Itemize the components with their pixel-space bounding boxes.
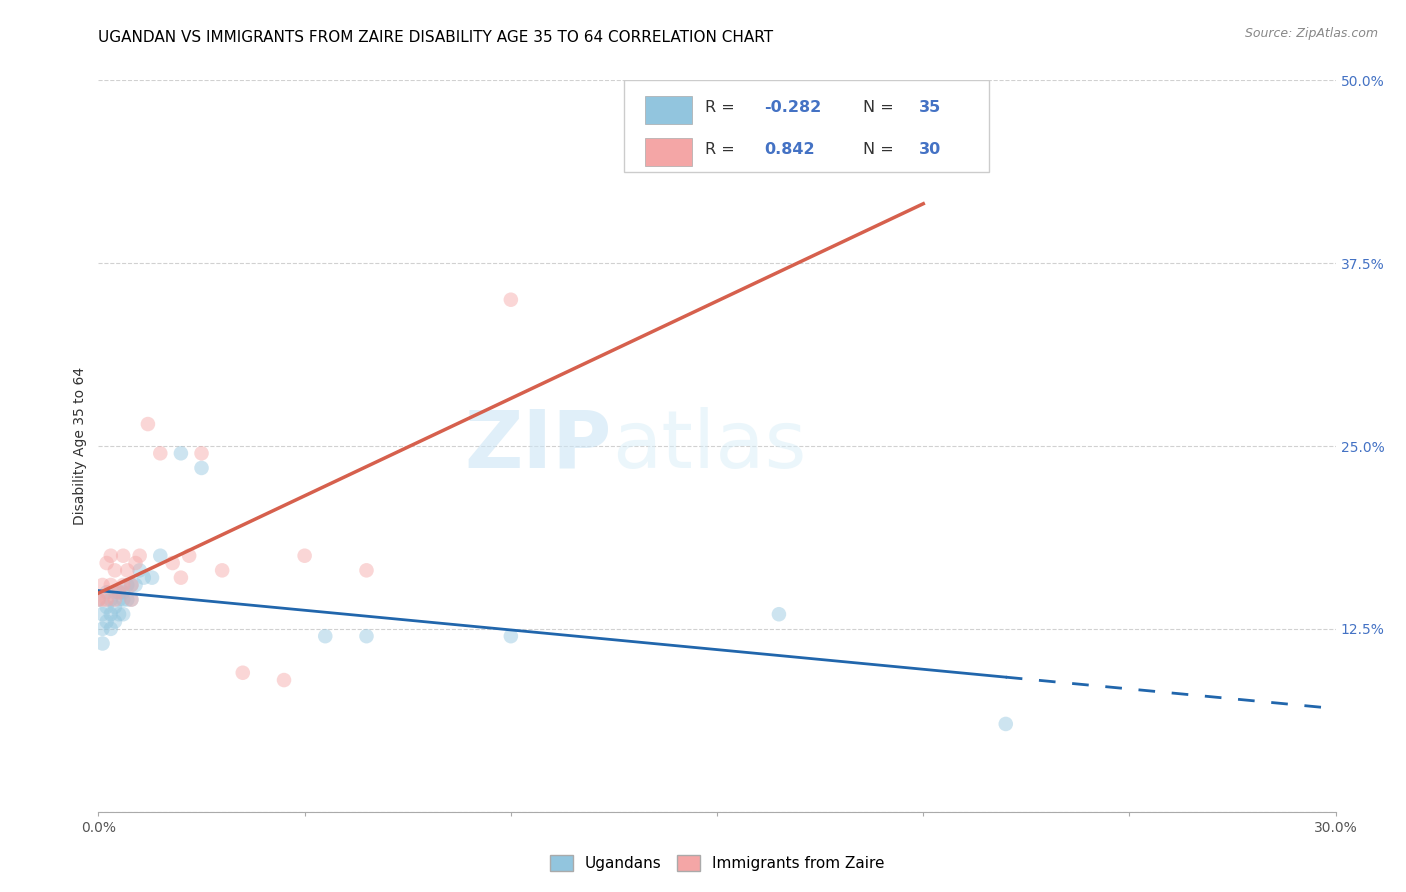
Point <box>190 461 212 475</box>
Point <box>91 592 114 607</box>
Point <box>96 556 118 570</box>
Point <box>108 607 131 622</box>
Point <box>96 615 118 629</box>
Point <box>232 665 254 680</box>
Point <box>314 629 336 643</box>
Point <box>87 592 110 607</box>
Point <box>91 578 114 592</box>
Point <box>149 549 172 563</box>
FancyBboxPatch shape <box>645 138 692 166</box>
Point <box>356 629 378 643</box>
Point <box>96 585 118 599</box>
Point <box>149 446 172 460</box>
Point <box>768 607 790 622</box>
Point <box>356 563 378 577</box>
Point <box>108 585 131 599</box>
FancyBboxPatch shape <box>624 80 990 171</box>
Point <box>100 549 122 563</box>
Point <box>124 578 146 592</box>
Point <box>190 446 212 460</box>
Text: N =: N = <box>863 100 898 115</box>
Point <box>273 673 295 687</box>
Text: 35: 35 <box>918 100 941 115</box>
Point <box>499 293 522 307</box>
Point <box>136 417 159 431</box>
Text: R =: R = <box>704 142 740 157</box>
Point <box>104 615 127 629</box>
Point <box>91 622 114 636</box>
Point <box>132 571 155 585</box>
Point <box>104 563 127 577</box>
Point <box>91 636 114 650</box>
Point <box>170 571 193 585</box>
Text: 30: 30 <box>918 142 941 157</box>
Point <box>100 592 122 607</box>
Text: Source: ZipAtlas.com: Source: ZipAtlas.com <box>1244 27 1378 40</box>
Point <box>994 717 1017 731</box>
Point <box>96 592 118 607</box>
Text: atlas: atlas <box>612 407 806 485</box>
Text: 0.842: 0.842 <box>763 142 814 157</box>
Point <box>179 549 201 563</box>
Point <box>117 578 139 592</box>
Point <box>91 607 114 622</box>
Point <box>108 592 131 607</box>
Point <box>104 592 127 607</box>
Point <box>120 592 142 607</box>
Point <box>124 556 146 570</box>
Point <box>128 549 150 563</box>
Point <box>112 578 135 592</box>
Point <box>170 446 193 460</box>
Point <box>117 563 139 577</box>
Point <box>104 585 127 599</box>
Y-axis label: Disability Age 35 to 64: Disability Age 35 to 64 <box>73 367 87 525</box>
Text: R =: R = <box>704 100 740 115</box>
Point <box>141 571 163 585</box>
Point <box>499 629 522 643</box>
Point <box>162 556 184 570</box>
FancyBboxPatch shape <box>645 95 692 124</box>
Text: ZIP: ZIP <box>464 407 612 485</box>
Point <box>112 592 135 607</box>
Point <box>100 607 122 622</box>
Text: UGANDAN VS IMMIGRANTS FROM ZAIRE DISABILITY AGE 35 TO 64 CORRELATION CHART: UGANDAN VS IMMIGRANTS FROM ZAIRE DISABIL… <box>98 29 773 45</box>
Point <box>100 622 122 636</box>
Point <box>120 578 142 592</box>
Point <box>211 563 233 577</box>
Point <box>112 549 135 563</box>
Point <box>912 153 935 168</box>
Point <box>112 607 135 622</box>
Point <box>117 592 139 607</box>
Point <box>100 578 122 592</box>
Text: N =: N = <box>863 142 898 157</box>
Point <box>108 585 131 599</box>
Point <box>96 599 118 614</box>
Legend: Ugandans, Immigrants from Zaire: Ugandans, Immigrants from Zaire <box>544 849 890 877</box>
Point <box>120 578 142 592</box>
Point <box>294 549 316 563</box>
Text: -0.282: -0.282 <box>763 100 821 115</box>
Point <box>120 592 142 607</box>
Point <box>104 599 127 614</box>
Point <box>87 592 110 607</box>
Point <box>128 563 150 577</box>
Point <box>112 585 135 599</box>
